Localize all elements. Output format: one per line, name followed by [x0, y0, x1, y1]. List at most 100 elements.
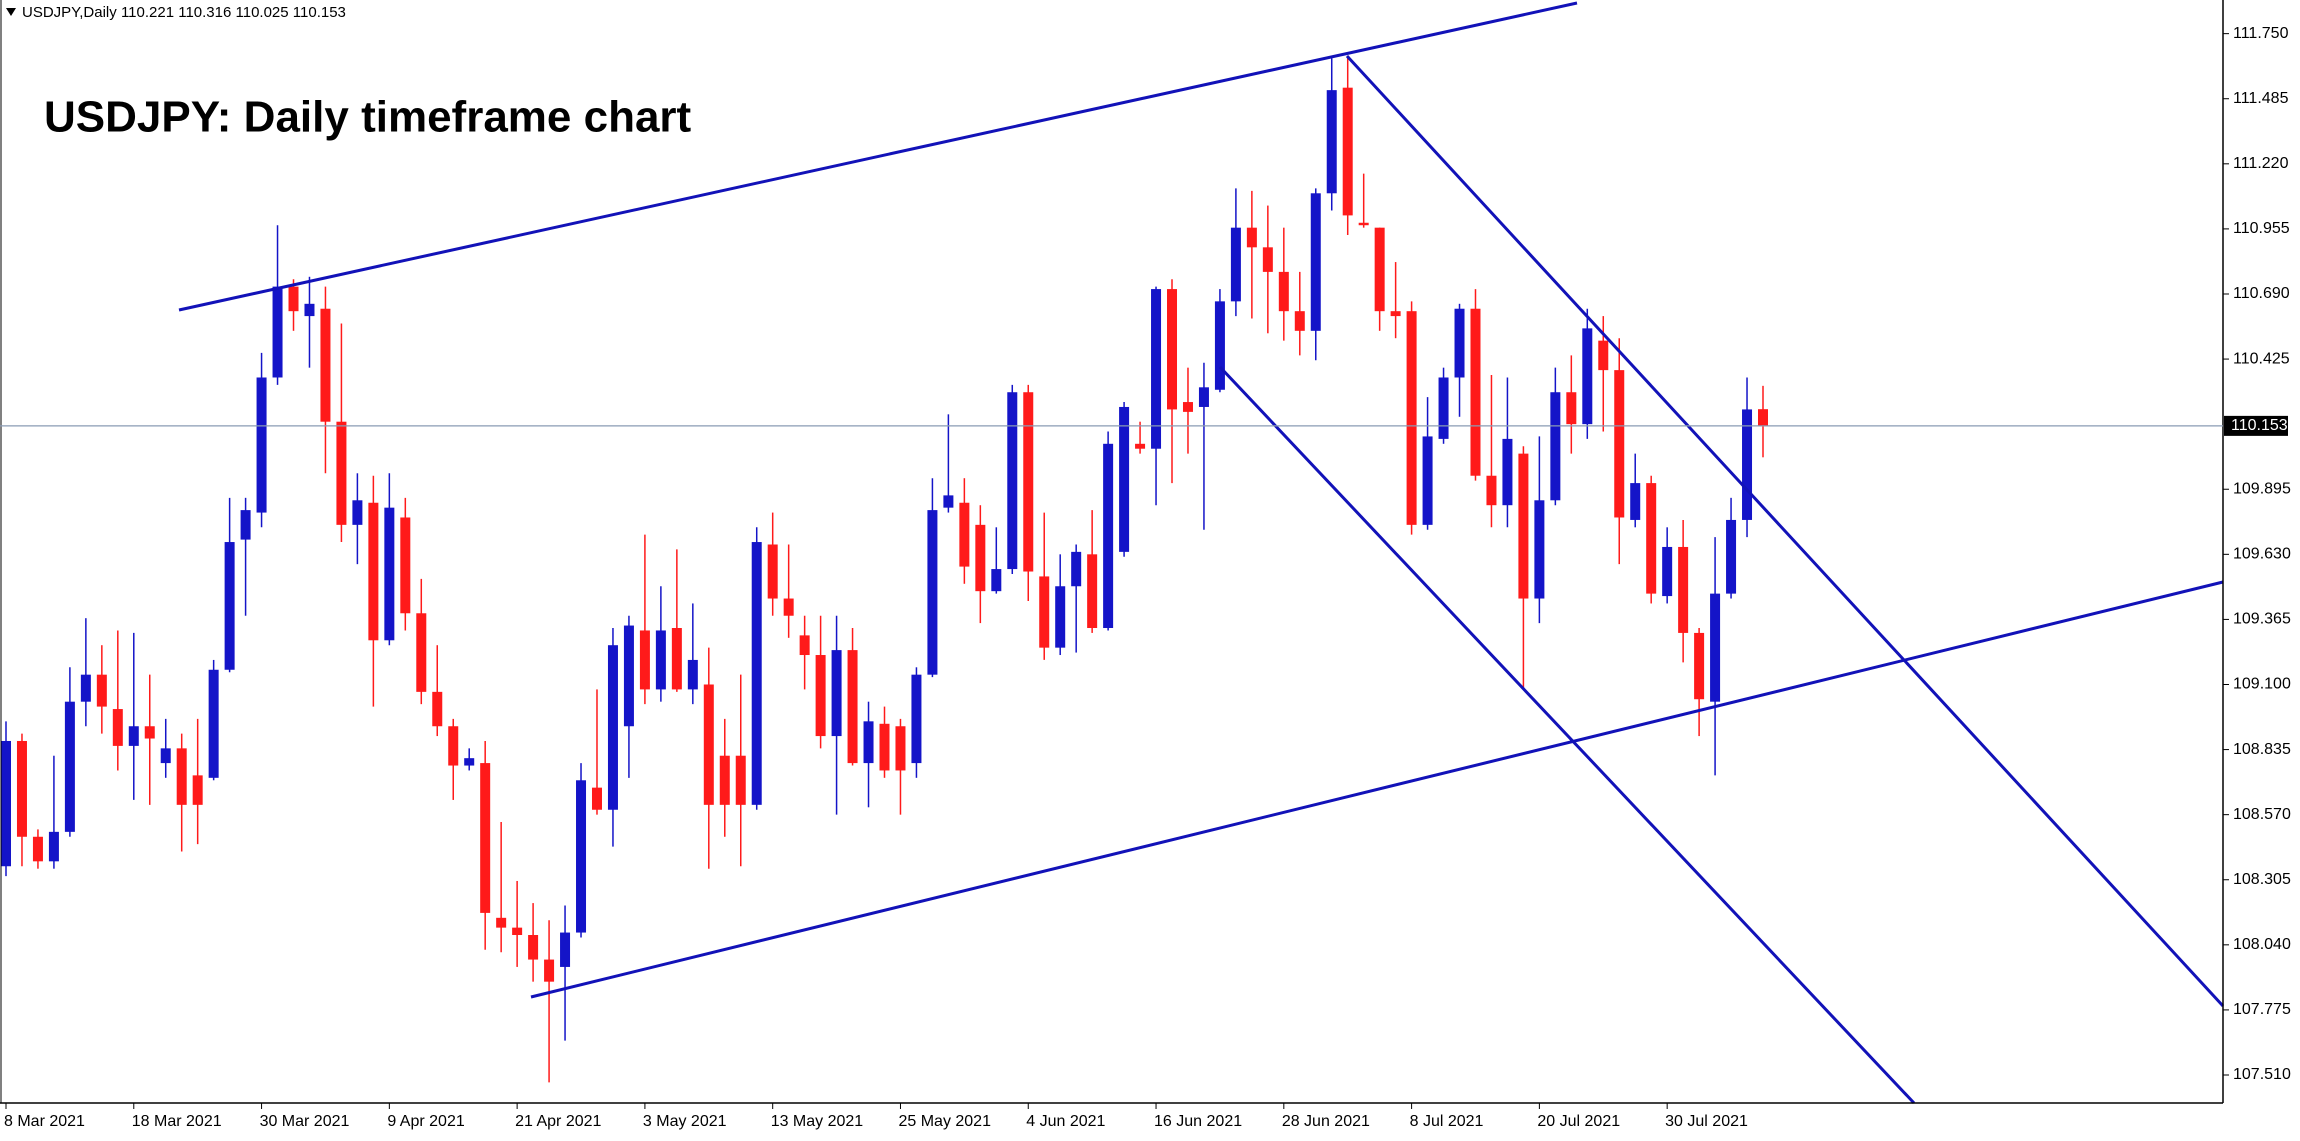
candle-body [1598, 340, 1609, 371]
candle-body [1135, 443, 1146, 449]
y-tick-label: 108.570 [2233, 806, 2291, 823]
candle-body [1358, 222, 1369, 226]
trend-line [1345, 54, 2225, 1008]
candle-body [1566, 392, 1577, 425]
candle-body [80, 674, 91, 702]
candle-body [959, 502, 970, 567]
x-tick-label: 21 Apr 2021 [515, 1113, 601, 1130]
candle-body [591, 787, 602, 810]
candle-body [1694, 632, 1705, 700]
candle-body [48, 831, 59, 862]
candle-body [1614, 370, 1625, 518]
candle-body [1710, 593, 1721, 702]
y-tick-label: 110.955 [2233, 220, 2290, 237]
candle-body [831, 650, 842, 737]
y-tick-label: 108.305 [2233, 871, 2291, 888]
y-tick-label: 108.040 [2233, 936, 2291, 953]
candle-body [1454, 308, 1465, 378]
candle-body [1326, 90, 1337, 194]
candle-body [384, 507, 395, 641]
candle-body [1294, 311, 1305, 331]
candle-body [687, 659, 698, 690]
x-tick-label: 8 Jul 2021 [1410, 1113, 1484, 1130]
candle-body [1214, 301, 1225, 390]
x-tick-label: 13 May 2021 [771, 1113, 864, 1130]
candle-body [240, 510, 251, 540]
symbol: USDJPY,Daily [22, 4, 117, 21]
candle-body [1502, 438, 1513, 506]
last-high: 110.316 [178, 4, 231, 21]
candle-body [703, 684, 714, 805]
y-tick-label: 107.775 [2233, 1001, 2291, 1018]
y-tick-label: 109.100 [2233, 676, 2291, 693]
candle-body [895, 726, 906, 771]
candle-body [1087, 554, 1098, 629]
y-tick-label: 110.425 [2233, 350, 2290, 367]
y-tick-label: 110.690 [2233, 285, 2290, 302]
y-tick-label: 107.510 [2233, 1066, 2291, 1083]
candle-body [336, 421, 347, 525]
candle-body [1662, 546, 1673, 597]
candle-body [448, 726, 459, 766]
candle-body [943, 495, 954, 508]
candle-body [1119, 406, 1130, 552]
candle-body [208, 669, 219, 778]
candle-body [815, 655, 826, 737]
candle-body [432, 691, 443, 727]
candle-body [400, 517, 411, 614]
candle-body [160, 748, 171, 764]
x-tick-label: 9 Apr 2021 [387, 1113, 465, 1130]
x-tick-label: 8 Mar 2021 [4, 1113, 85, 1130]
candle-body [719, 755, 730, 805]
candles [1, 55, 1768, 1083]
y-tick-label: 109.895 [2233, 480, 2291, 497]
candle-body [1071, 551, 1082, 587]
candle-body [128, 726, 139, 746]
candle-body [655, 630, 666, 690]
candle-body [1422, 436, 1433, 525]
candle-body [1151, 289, 1162, 449]
candle-body [751, 542, 762, 805]
candle-body [847, 650, 858, 764]
candle-body [576, 780, 587, 933]
candle-body [512, 927, 523, 936]
header: USDJPY,Daily 110.221 110.316 110.025 110… [22, 4, 346, 21]
candle-body [368, 502, 379, 641]
candle-body [1630, 483, 1641, 520]
candle-body [1534, 500, 1545, 599]
candle-body [1310, 193, 1321, 331]
candle-body [975, 524, 986, 592]
candle-body [1055, 586, 1066, 648]
candle-body [1167, 289, 1178, 410]
candle-body [1582, 328, 1593, 425]
candle-body [256, 377, 267, 513]
candle-body [464, 758, 475, 766]
current-price-box [2224, 415, 2288, 436]
candle-body [176, 748, 187, 805]
candle-body [1278, 271, 1289, 312]
candle-body [735, 755, 746, 805]
candle-body [1678, 546, 1689, 633]
candle-body [1646, 483, 1657, 594]
menu-icon[interactable] [6, 8, 16, 16]
candle-body [799, 635, 810, 656]
candle-body [607, 645, 618, 810]
candle-body [192, 775, 203, 805]
last-open: 110.221 [121, 4, 174, 21]
candle-body [560, 932, 571, 967]
candle-body [32, 836, 43, 862]
y-tick-label: 109.630 [2233, 546, 2291, 563]
candle-body [224, 542, 235, 670]
x-tick-label: 30 Mar 2021 [260, 1113, 350, 1130]
candle-body [767, 544, 778, 599]
candle-body [1550, 392, 1561, 501]
candle-body [1390, 311, 1401, 317]
y-tick-label: 109.365 [2233, 611, 2291, 628]
candle-body [1262, 247, 1273, 272]
candle-body [1007, 392, 1018, 570]
trend-line [178, 1, 1578, 312]
candle-body [879, 723, 890, 771]
candle-body [1246, 227, 1257, 248]
y-tick-label: 111.220 [2233, 155, 2289, 172]
